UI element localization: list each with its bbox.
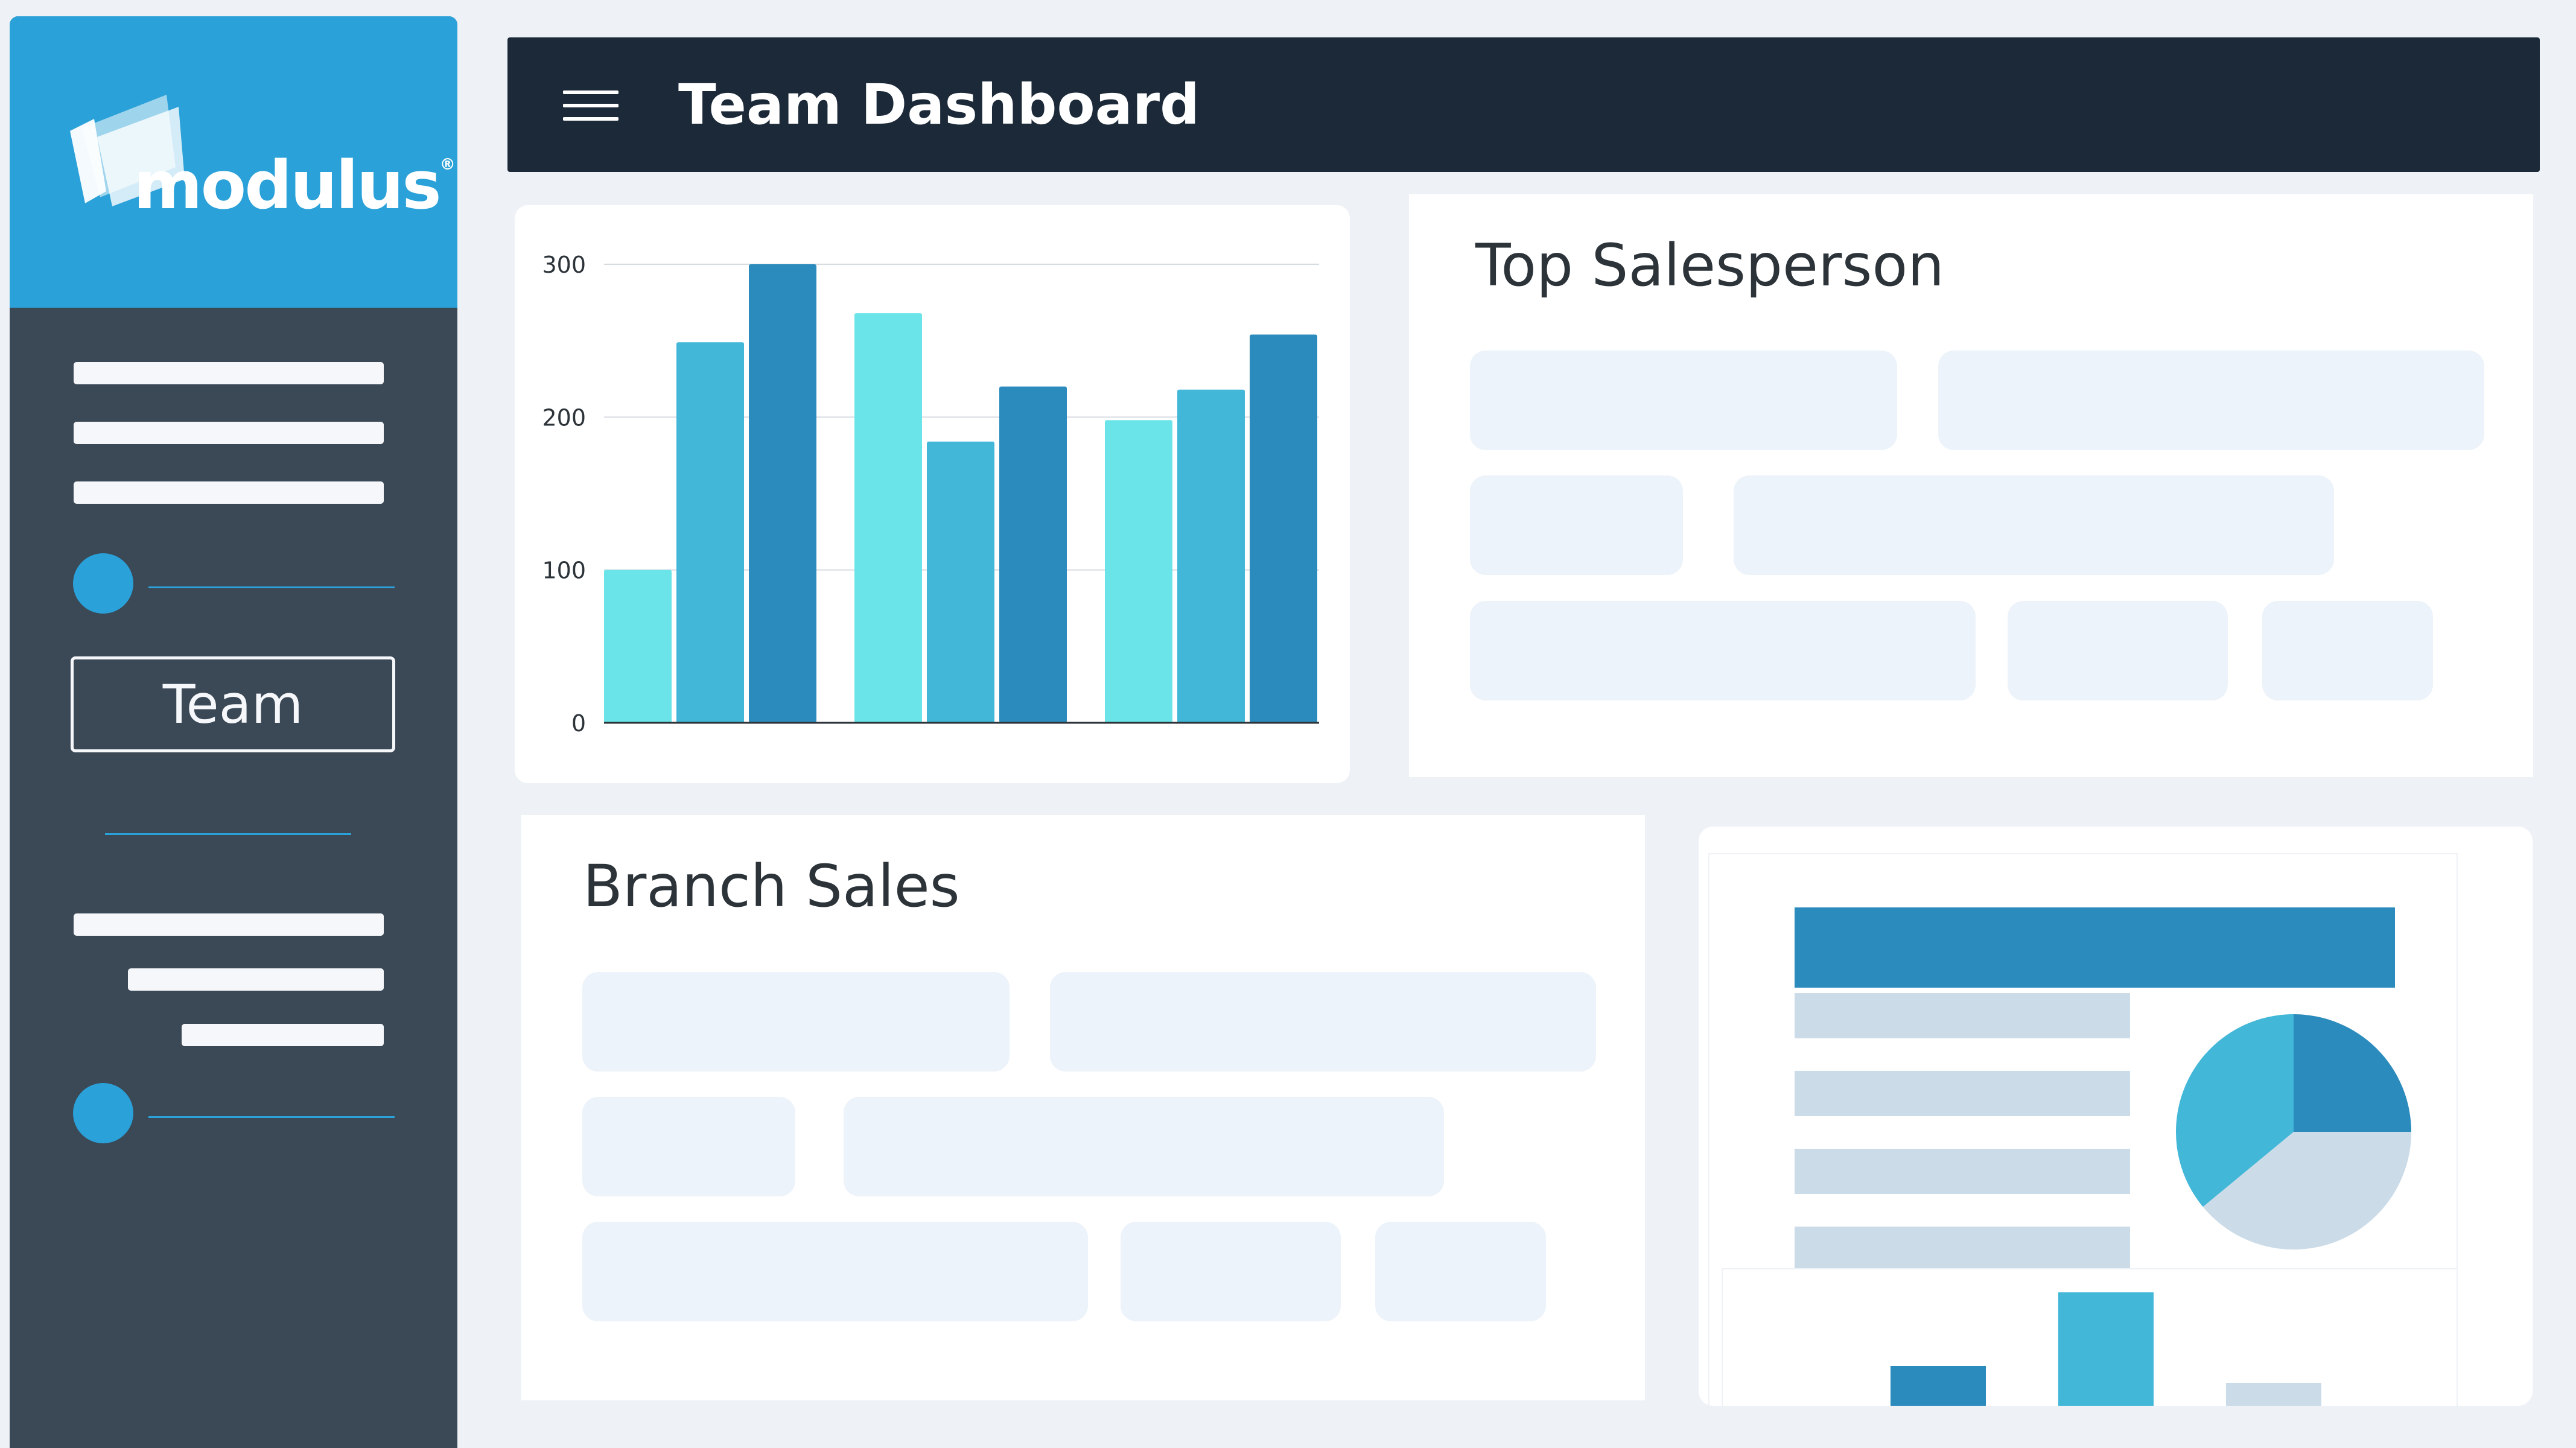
branch-sales-card: Branch Sales <box>521 815 1645 1400</box>
branch-sales-title: Branch Sales <box>583 853 960 920</box>
sidebar-placeholder-line <box>74 913 384 936</box>
mini-report-row <box>1795 993 2130 1038</box>
bar <box>676 342 744 723</box>
team-button[interactable]: Team <box>71 656 395 752</box>
placeholder-block <box>1375 1222 1546 1321</box>
placeholder-block <box>2008 601 2228 700</box>
mini-report-header <box>1795 907 2395 988</box>
placeholder-block <box>1050 972 1596 1072</box>
mini-report-row <box>1795 1227 2130 1272</box>
pie-chart <box>2176 1014 2411 1250</box>
sidebar-placeholder-line <box>128 968 384 991</box>
bar <box>1177 389 1245 723</box>
bar <box>927 441 994 723</box>
placeholder-block <box>1470 601 1976 700</box>
mini-report-row <box>1795 1071 2130 1116</box>
logo-text: modulus® <box>133 147 456 224</box>
y-tick-label: 0 <box>571 710 586 737</box>
bar-chart-card: 0 100 200 300 <box>515 205 1350 783</box>
placeholder-block <box>1470 351 1897 450</box>
logo-cube-icon <box>70 95 185 206</box>
sidebar-dot-icon[interactable] <box>73 1083 133 1143</box>
placeholder-block <box>1470 475 1683 575</box>
mini-report-row <box>1795 1149 2130 1194</box>
mini-report-panel <box>1708 853 2458 1406</box>
sidebar-placeholder-line <box>74 422 384 444</box>
top-salesperson-card: Top Salesperson <box>1409 194 2533 777</box>
mini-bar <box>2226 1383 2321 1406</box>
pie-slice <box>2202 1132 2411 1250</box>
mini-bar <box>1891 1366 1986 1406</box>
mini-bar-chart <box>1722 1268 2458 1406</box>
bar <box>749 264 816 723</box>
header-bar: Team Dashboard <box>507 37 2540 172</box>
bar-chart: 0 100 200 300 <box>542 252 1319 737</box>
bar <box>604 570 672 723</box>
placeholder-block <box>1938 351 2484 450</box>
sidebar-placeholder-line <box>74 362 384 384</box>
page-title: Team Dashboard <box>678 72 1200 137</box>
sidebar: modulus® Team <box>10 16 457 1448</box>
placeholder-block <box>582 1097 795 1196</box>
sidebar-divider <box>148 1116 395 1118</box>
top-salesperson-title: Top Salesperson <box>1475 232 1945 299</box>
mini-dashboard-card <box>1699 827 2533 1406</box>
sidebar-dot-icon[interactable] <box>73 553 133 614</box>
bar <box>1250 334 1317 723</box>
pie-slice <box>2176 1014 2294 1207</box>
sidebar-divider <box>148 586 395 588</box>
y-tick-label: 300 <box>542 252 586 278</box>
bar <box>1105 420 1172 723</box>
placeholder-block <box>1734 475 2334 575</box>
hamburger-icon[interactable] <box>563 91 619 121</box>
bar <box>999 386 1067 723</box>
sidebar-placeholder-line <box>182 1024 384 1046</box>
placeholder-block <box>1121 1222 1341 1321</box>
bar <box>854 313 922 723</box>
sidebar-placeholder-line <box>74 481 384 504</box>
placeholder-block <box>2262 601 2433 700</box>
y-tick-label: 100 <box>542 557 586 584</box>
logo-area: modulus® <box>10 16 457 308</box>
mini-bar <box>2058 1292 2154 1406</box>
sidebar-divider <box>105 833 351 835</box>
placeholder-block <box>844 1097 1444 1196</box>
placeholder-block <box>582 1222 1088 1321</box>
y-tick-label: 200 <box>542 404 586 431</box>
placeholder-block <box>582 972 1010 1072</box>
pie-slice <box>2294 1014 2411 1132</box>
